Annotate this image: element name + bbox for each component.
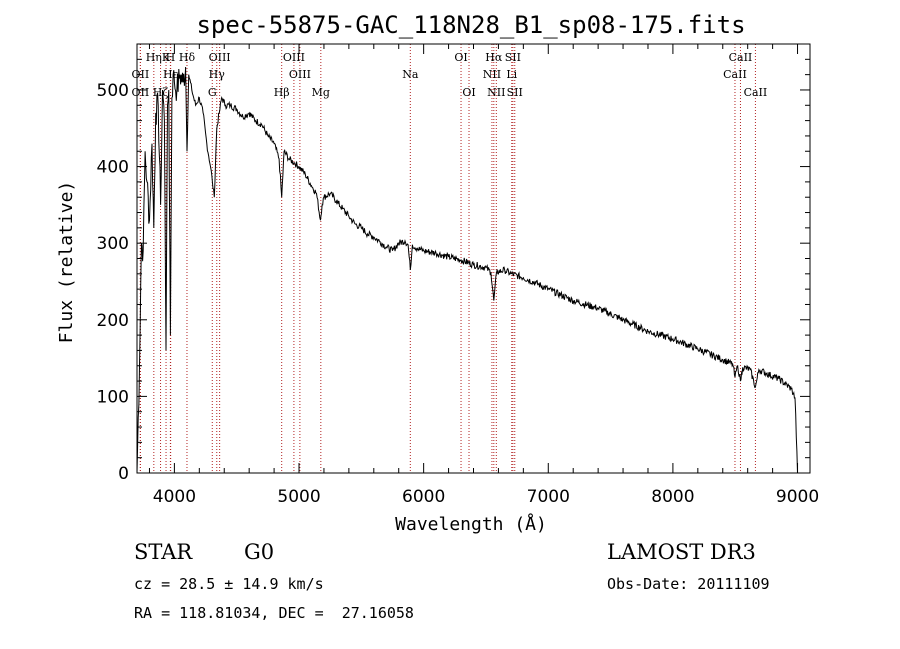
line-marker-label: OI <box>454 51 467 64</box>
chart-title: spec-55875-GAC_118N28_B1_sp08-175.fits <box>196 11 745 39</box>
coordinates: RA = 118.81034, DEC = 27.16058 <box>134 604 414 622</box>
x-axis-ticks: 4000 5000 6000 7000 8000 9000 <box>148 44 819 507</box>
line-marker-label: Li <box>506 68 517 81</box>
line-marker-label: OIII <box>289 68 311 81</box>
line-marker-label: SII <box>505 51 521 64</box>
x-tick-label: 8000 <box>651 487 694 507</box>
x-tick-label: 7000 <box>527 487 570 507</box>
survey-name: LAMOST DR3 <box>607 540 756 564</box>
y-axis-ticks: 0 100 200 300 400 500 <box>97 58 810 484</box>
line-marker-label: K <box>162 51 171 64</box>
line-marker-label: Hη <box>146 51 162 64</box>
object-type: STAR <box>134 540 193 564</box>
line-marker-label: NII <box>487 86 505 99</box>
y-tick-label: 300 <box>97 234 129 254</box>
line-marker-label: NII <box>483 68 501 81</box>
y-tick-label: 0 <box>118 464 129 484</box>
line-marker-label: Hγ <box>209 68 226 81</box>
line-marker-label: CaII <box>744 86 768 99</box>
line-marker-label: Mg <box>312 86 330 99</box>
line-marker-labels: OIIOIIHηHζKHHεHδGHγOIIIHβOIIIOIIIMgNaOIO… <box>132 51 768 99</box>
line-marker-label: Hζ <box>153 86 169 99</box>
line-marker-label: Hδ <box>179 51 196 64</box>
x-tick-label: 5000 <box>277 487 320 507</box>
x-axis-label: Wavelength (Å) <box>395 513 547 535</box>
y-tick-label: 500 <box>97 81 129 101</box>
y-tick-label: 200 <box>97 311 129 331</box>
line-marker-label: CaII <box>723 68 747 81</box>
y-tick-label: 100 <box>97 387 129 407</box>
line-marker-label: Hα <box>485 51 503 64</box>
y-axis-label: Flux (relative) <box>56 181 77 344</box>
x-tick-label: 4000 <box>153 487 196 507</box>
spectrum-line <box>136 66 798 474</box>
line-marker-label: OIII <box>283 51 305 64</box>
line-marker-label: Hε <box>163 68 179 81</box>
subclass: G0 <box>244 540 275 564</box>
line-marker-label: OII <box>132 86 150 99</box>
line-markers <box>139 44 756 473</box>
x-tick-label: 6000 <box>402 487 445 507</box>
line-marker-label: G <box>208 86 217 99</box>
redshift-cz: cz = 28.5 ± 14.9 km/s <box>134 575 324 593</box>
line-marker-label: H <box>166 51 176 64</box>
y-tick-label: 400 <box>97 158 129 178</box>
plot-frame <box>136 43 811 474</box>
line-marker-label: SII <box>507 86 523 99</box>
line-marker-label: OIII <box>209 51 231 64</box>
line-marker-label: Hβ <box>274 86 290 99</box>
line-marker-label: CaII <box>729 51 753 64</box>
line-marker-label: OI <box>462 86 475 99</box>
line-marker-label: Na <box>402 68 419 81</box>
obs-date: Obs-Date: 20111109 <box>607 575 770 593</box>
x-tick-label: 9000 <box>776 487 819 507</box>
